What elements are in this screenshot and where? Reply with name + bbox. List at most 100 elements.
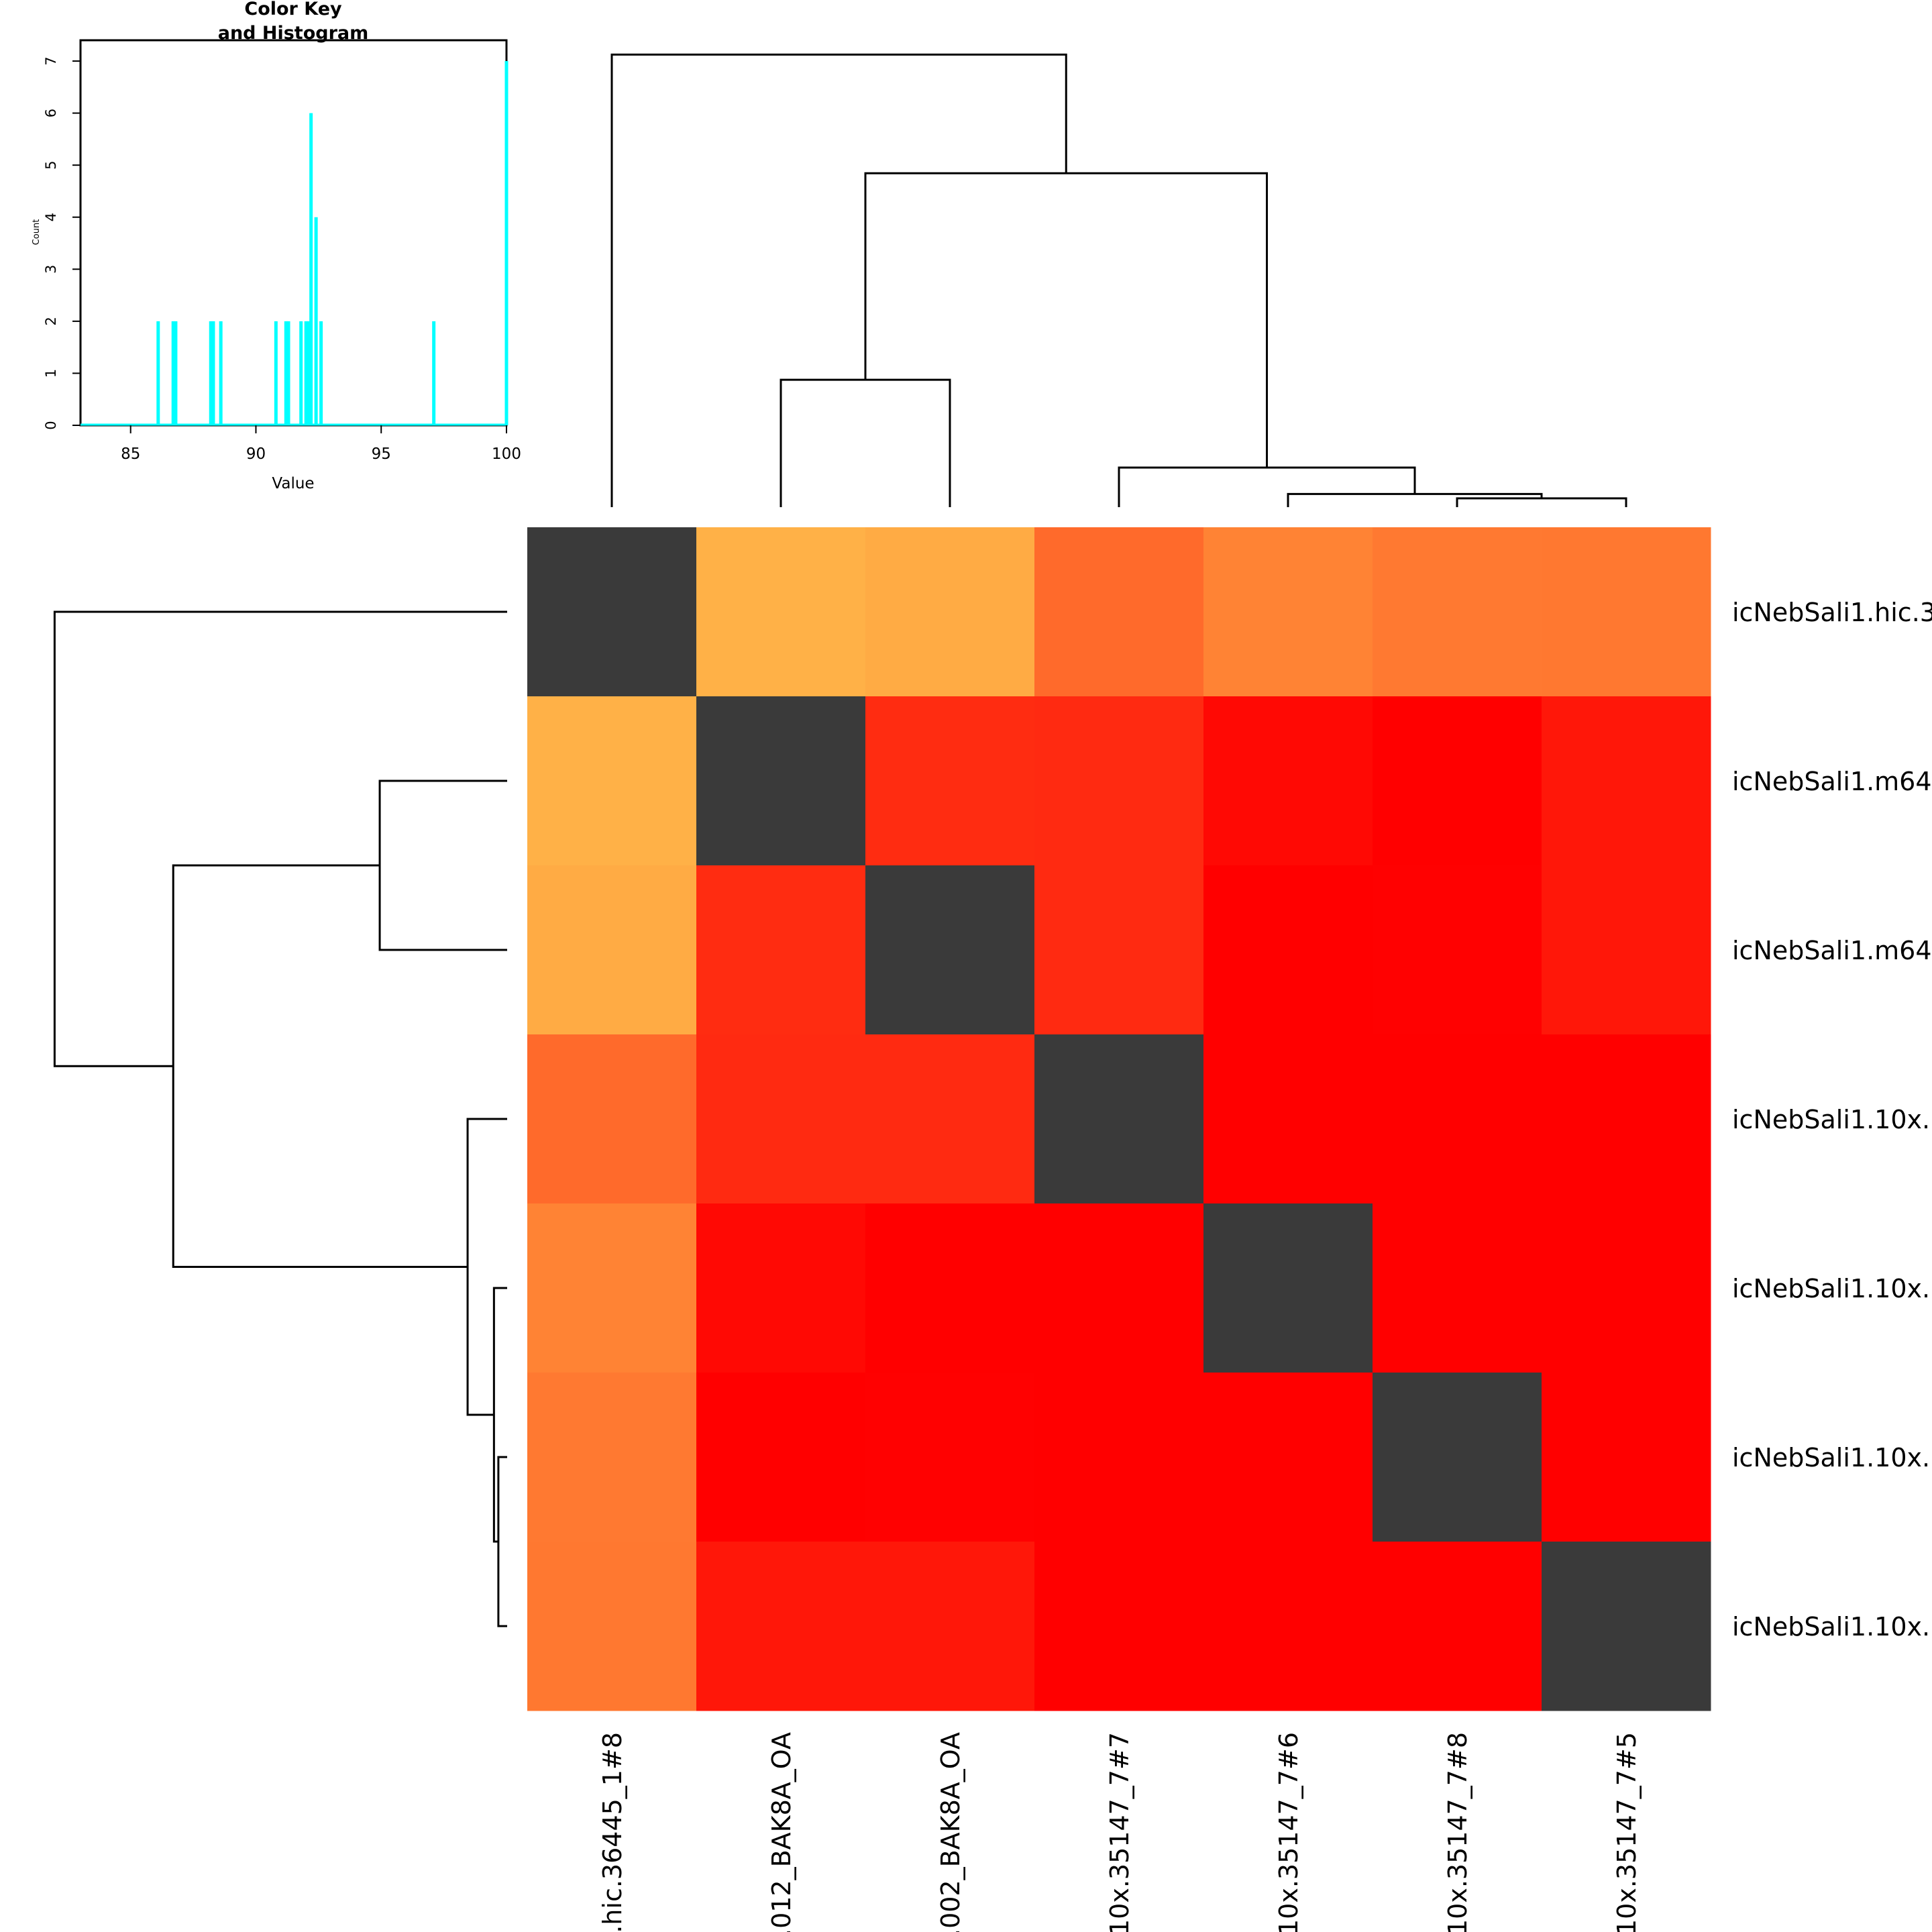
key-y-tick-label: 6 bbox=[43, 109, 59, 117]
row-label: icNebSali1.hic.3 bbox=[1732, 598, 1932, 627]
heatmap-cell bbox=[696, 527, 866, 697]
heatmap-cell bbox=[1542, 1203, 1711, 1373]
heatmap-cell bbox=[527, 527, 697, 697]
heatmap-cell bbox=[865, 1373, 1035, 1542]
key-x-tick-label: 90 bbox=[246, 445, 266, 463]
row-labels: icNebSali1.hic.3 icNebSali1.m64 icNebSali1… bbox=[1732, 598, 1932, 1642]
heatmap-cell bbox=[1542, 865, 1711, 1035]
key-title-line1: Color Key bbox=[244, 0, 342, 19]
key-y-tick-label: 0 bbox=[43, 421, 59, 429]
row-dendrogram bbox=[53, 610, 507, 1627]
key-axes: 85 90 95 100 0 1 2 3 4 5 6 7 bbox=[43, 56, 521, 463]
key-bars bbox=[80, 61, 508, 426]
heatmap-cell bbox=[865, 865, 1035, 1035]
row-label: icNebSali1.10x. bbox=[1732, 1612, 1930, 1642]
heatmap-cell bbox=[1373, 527, 1542, 697]
heatmap-cell bbox=[1034, 1034, 1204, 1204]
row-label: icNebSali1.10x. bbox=[1732, 1443, 1930, 1472]
heatmap-cell bbox=[865, 1542, 1035, 1711]
heatmap-cell bbox=[696, 696, 866, 866]
key-y-tick-label: 2 bbox=[43, 317, 59, 325]
heatmap-cell bbox=[1373, 1542, 1542, 1711]
key-y-tick-label: 3 bbox=[43, 265, 59, 274]
dendrogram-link bbox=[172, 864, 468, 1268]
heatmap-cell bbox=[1034, 865, 1204, 1035]
column-label: .hic.36445_1#8 bbox=[598, 1732, 627, 1932]
heatmap-cell bbox=[527, 1373, 697, 1542]
column-label: .002_BAK8A_OA bbox=[936, 1732, 965, 1932]
row-label: icNebSali1.10x. bbox=[1732, 1274, 1930, 1303]
heatmap-cell bbox=[696, 865, 866, 1035]
column-label: 10x.35147_7#8 bbox=[1443, 1732, 1472, 1932]
dendrogram-link bbox=[378, 780, 507, 951]
key-plot-frame bbox=[79, 39, 508, 427]
heatmap-cell bbox=[1203, 527, 1373, 697]
heatmap-cell bbox=[527, 1034, 697, 1204]
key-y-tick-label: 1 bbox=[43, 369, 59, 378]
heatmap-cells bbox=[527, 527, 1711, 1711]
column-labels: .hic.36445_1#8 .012_BAK8A_OA .002_BAK8A_OA… bbox=[598, 1732, 1642, 1932]
heatmap-cell bbox=[865, 527, 1035, 697]
key-x-tick-label: 100 bbox=[492, 445, 521, 463]
column-label: 10x.35147_7#6 bbox=[1274, 1732, 1303, 1932]
dendrogram-link bbox=[497, 1456, 507, 1627]
heatmap-cell bbox=[1034, 527, 1204, 697]
heatmap-cell bbox=[1542, 1542, 1711, 1711]
key-y-tick-label: 5 bbox=[43, 160, 59, 169]
heatmap-cell bbox=[1542, 1034, 1711, 1204]
heatmap-cell bbox=[1034, 1203, 1204, 1373]
heatmap-cell bbox=[1203, 1203, 1373, 1373]
heatmap-cell bbox=[1203, 1542, 1373, 1711]
key-y-tick-label: 7 bbox=[43, 56, 59, 65]
heatmap-cell bbox=[1034, 1373, 1204, 1542]
key-x-tick-label: 95 bbox=[372, 445, 391, 463]
heatmap-cell bbox=[527, 696, 697, 866]
row-label: icNebSali1.m64 bbox=[1732, 767, 1932, 796]
heatmap-cell bbox=[1373, 696, 1542, 866]
heatmap-cell bbox=[1034, 1542, 1204, 1711]
heatmap-cell bbox=[1203, 1034, 1373, 1204]
heatmap-cell bbox=[1034, 696, 1204, 866]
color-key-histogram: Color Key and Histogram 85 90 95 1000123456… bbox=[32, 0, 521, 492]
dendrogram-link bbox=[1118, 466, 1416, 507]
heatmap-cell bbox=[1373, 1373, 1542, 1542]
column-label: 10x.35147_7#7 bbox=[1105, 1732, 1134, 1932]
heatmap-cell bbox=[865, 696, 1035, 866]
dendrogram-link bbox=[1456, 497, 1627, 507]
column-label: 10x.35147_7#5 bbox=[1612, 1732, 1642, 1932]
key-y-axis-label: Count bbox=[32, 219, 42, 246]
column-label: .012_BAK8A_OA bbox=[767, 1732, 796, 1932]
heatmap-cell bbox=[696, 1373, 866, 1542]
heatmap-cell bbox=[527, 1203, 697, 1373]
row-label: icNebSali1.m64 bbox=[1732, 936, 1932, 965]
heatmap-cell bbox=[865, 1203, 1035, 1373]
dendrogram-link bbox=[780, 378, 951, 507]
row-label: icNebSali1.10x. bbox=[1732, 1105, 1930, 1134]
heatmap-cell bbox=[1373, 1203, 1542, 1373]
dendrogram-link bbox=[864, 172, 1268, 468]
heatmap-cell bbox=[527, 865, 697, 1035]
dendrogram-link bbox=[466, 1118, 507, 1416]
dendrogram-link bbox=[492, 1287, 507, 1543]
heatmap-cell bbox=[1203, 696, 1373, 866]
heatmap-cell bbox=[1542, 1373, 1711, 1542]
heatmap-cell bbox=[1542, 696, 1711, 866]
heatmap-cell bbox=[1203, 1373, 1373, 1542]
heatmap-cell bbox=[696, 1203, 866, 1373]
dendrogram-link bbox=[1287, 492, 1543, 507]
dendrogram-link bbox=[610, 53, 1067, 507]
heatmap-cell bbox=[696, 1542, 866, 1711]
key-x-tick-label: 85 bbox=[121, 445, 140, 463]
heatmap-cell bbox=[1203, 865, 1373, 1035]
heatmap-cell bbox=[865, 1034, 1035, 1204]
column-dendrogram bbox=[610, 53, 1627, 507]
heatmap-cell bbox=[696, 1034, 866, 1204]
key-y-tick-label: 4 bbox=[43, 213, 59, 221]
heatmap-cell bbox=[527, 1542, 697, 1711]
heatmap-cell bbox=[1542, 527, 1711, 697]
heatmap-cell bbox=[1373, 865, 1542, 1035]
key-x-axis-label: Value bbox=[272, 475, 314, 492]
heatmap-cell bbox=[1373, 1034, 1542, 1204]
dendrogram-link bbox=[53, 610, 507, 1067]
